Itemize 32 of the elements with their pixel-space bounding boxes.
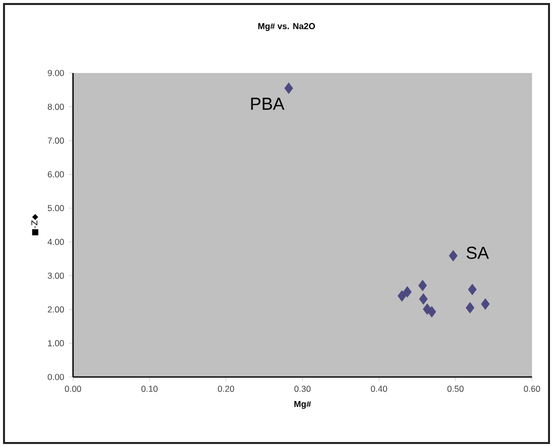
point [466, 302, 474, 314]
x-tick-label: 0.50 [447, 386, 464, 392]
point [428, 306, 436, 318]
y-tick-label: 4.00 [48, 238, 64, 245]
y-tick-label: 6.00 [48, 171, 64, 178]
point [468, 284, 477, 296]
point [448, 250, 458, 262]
point [418, 280, 427, 292]
annotation: PBA [251, 98, 284, 110]
x-axis-title: Mg# [294, 401, 312, 409]
y-axis-title: ■-Z◆ [31, 214, 38, 236]
point [481, 298, 490, 310]
x-tick-label: 0.40 [370, 386, 388, 392]
y-tick-label: 9.00 [48, 70, 64, 76]
y-tick-label: 2.00 [48, 306, 64, 313]
x-tick-label: 0.10 [141, 386, 158, 392]
point [398, 290, 406, 302]
x-tick-label: 0.60 [524, 386, 540, 392]
y-tick-label: 8.00 [48, 104, 64, 110]
x-tick-label: 0.20 [218, 386, 234, 392]
x-tick-label: 0.30 [294, 386, 311, 392]
y-tick-label: 7.00 [48, 138, 64, 144]
x-tick-label: 0.00 [64, 386, 82, 392]
y-tick-label: 1.00 [48, 340, 64, 346]
point [284, 82, 294, 94]
y-tick-label: 3.00 [48, 272, 64, 279]
y-tick-label: 5.00 [48, 205, 64, 212]
point [403, 286, 412, 298]
annotation: SA [466, 246, 489, 259]
point [419, 293, 428, 305]
chart-title: Mg# vs. Na2O [258, 23, 315, 31]
y-tick-label: 0.00 [48, 374, 64, 380]
